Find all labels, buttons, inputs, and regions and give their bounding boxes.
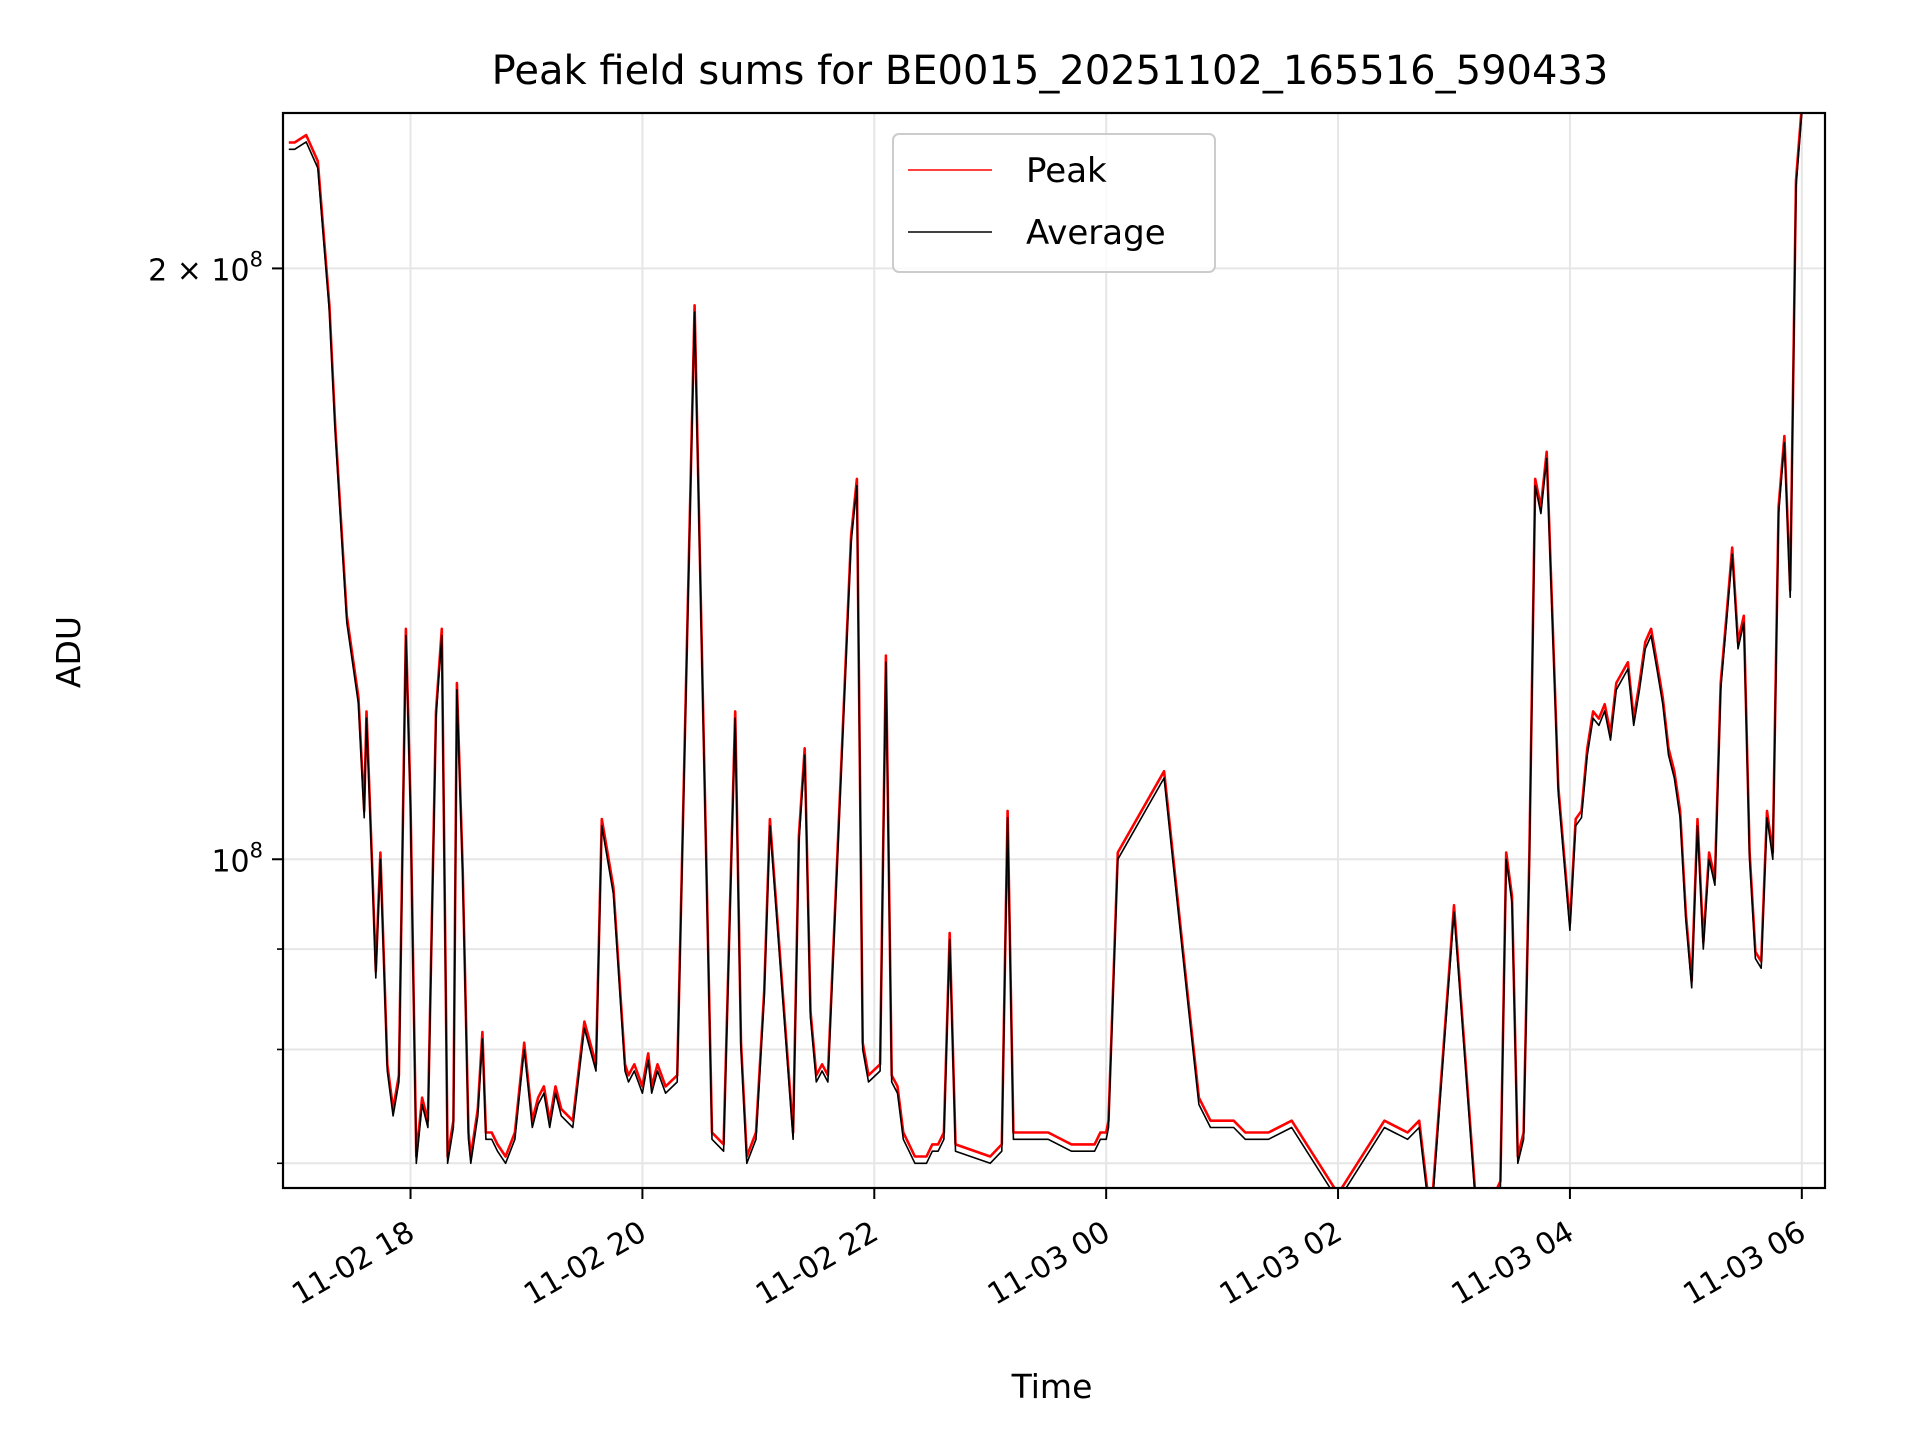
y-axis-title: ADU — [49, 616, 88, 688]
series-line-peak — [288, 113, 1803, 1188]
legend: Peak Average — [892, 133, 1216, 273]
y-tick-label: 2 × 108 — [148, 247, 263, 288]
series-line-average — [288, 113, 1805, 1188]
series-layer — [288, 113, 1805, 1188]
legend-box — [892, 133, 1216, 273]
y-tick-label: 108 — [211, 838, 263, 879]
grid-layer — [283, 113, 1825, 1188]
legend-label-average: Average — [1026, 213, 1166, 253]
chart-title: Peak field sums for BE0015_20251102_1655… — [492, 48, 1609, 94]
x-axis-title: Time — [1011, 1367, 1093, 1406]
legend-label-peak: Peak — [1026, 151, 1107, 191]
plot-frame — [281, 111, 1827, 1190]
